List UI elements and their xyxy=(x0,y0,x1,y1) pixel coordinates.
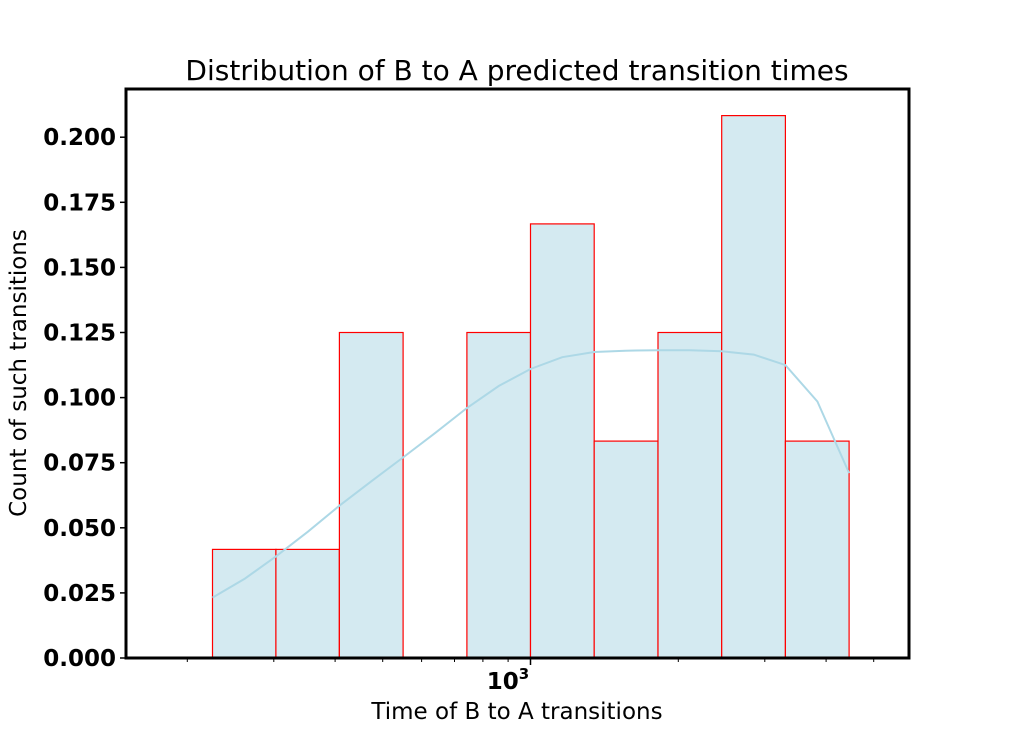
chart-title: Distribution of B to A predicted transit… xyxy=(185,54,848,87)
y-tick-label-7: 0.175 xyxy=(43,190,116,216)
y-tick-label-0: 0.000 xyxy=(43,646,116,672)
histogram-bar-7 xyxy=(657,331,723,659)
x-tick-exponent: 3 xyxy=(519,665,529,683)
y-tick-label-8: 0.200 xyxy=(43,125,116,151)
y-tick-label-1: 0.025 xyxy=(43,581,116,607)
plot-frame xyxy=(124,87,911,660)
histogram-bar-5 xyxy=(529,223,595,659)
histogram-bar-9 xyxy=(784,440,850,659)
y-tick-label-5: 0.125 xyxy=(43,321,116,347)
x-tick-base: 10 xyxy=(487,669,519,695)
histogram-bar-6 xyxy=(593,440,659,659)
y-tick-label-3: 0.075 xyxy=(43,451,116,477)
x-axis-ticks xyxy=(186,658,875,665)
y-axis-label: Count of such transitions xyxy=(6,229,32,517)
histogram-bar-2 xyxy=(338,331,404,659)
y-tick-label-2: 0.050 xyxy=(43,516,116,542)
histogram-bar-1 xyxy=(275,548,340,659)
histogram-bar-8 xyxy=(721,114,787,659)
y-tick-label-6: 0.150 xyxy=(43,255,116,281)
y-tick-label-4: 0.100 xyxy=(43,386,116,412)
x-axis-label: Time of B to A transitions xyxy=(370,699,662,725)
kde-curve xyxy=(211,349,851,599)
y-axis-ticks: 0.000 0.025 0.050 0.075 0.100 0.125 0.150 0.175… xyxy=(43,125,126,672)
histogram-bar-4 xyxy=(466,331,532,659)
x-tick-label-1000: 103 xyxy=(487,665,529,695)
histogram-bar-0 xyxy=(211,548,277,659)
histogram-bars xyxy=(211,114,850,659)
